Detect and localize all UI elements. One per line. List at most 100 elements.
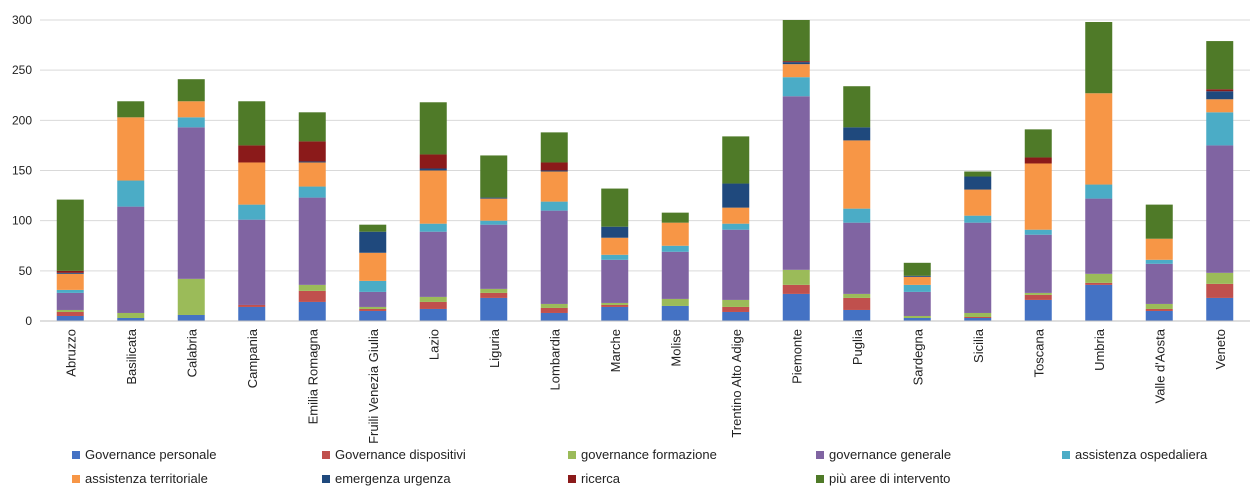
bar-segment xyxy=(419,102,447,155)
grid-lines xyxy=(40,19,1250,322)
bar-segment xyxy=(238,304,266,307)
bar-segment xyxy=(177,79,205,102)
bar-segment xyxy=(964,312,992,317)
bar-segment xyxy=(298,186,326,198)
y-tick-label: 100 xyxy=(12,214,32,228)
bar-segment xyxy=(1024,292,1052,295)
bar-segment xyxy=(298,112,326,142)
bar-segment xyxy=(782,284,810,294)
bar-segment xyxy=(56,272,84,274)
y-tick-label: 250 xyxy=(12,63,32,77)
bar-segment xyxy=(903,291,931,316)
bar-segment xyxy=(1085,184,1113,199)
bar-segment xyxy=(419,308,447,321)
x-tick-label: Sicilia xyxy=(971,328,986,363)
bars xyxy=(56,20,1234,321)
x-tick-label: Liguria xyxy=(487,328,502,368)
bar-segment xyxy=(298,197,326,285)
bar-segment xyxy=(601,259,629,303)
bar-segment xyxy=(540,132,568,163)
bar-segment xyxy=(238,162,266,205)
bar-segment xyxy=(177,101,205,118)
bar-segment xyxy=(359,310,387,321)
bar-segment xyxy=(661,251,689,299)
y-tick-label: 300 xyxy=(12,13,32,27)
bar-segment xyxy=(722,306,750,312)
bar-segment xyxy=(480,198,508,221)
x-tick-label: Lombardia xyxy=(547,328,562,390)
bar-segment xyxy=(359,308,387,311)
bar-segment xyxy=(298,161,326,163)
x-tick-label: Marche xyxy=(608,329,623,372)
x-tick-label: Abruzzo xyxy=(63,329,78,377)
bar-segment xyxy=(419,223,447,232)
bar-segment xyxy=(359,224,387,232)
bar-segment xyxy=(117,317,145,321)
bar-segment xyxy=(964,171,992,177)
y-tick-label: 50 xyxy=(19,264,33,278)
bar-segment xyxy=(782,269,810,285)
bar-segment xyxy=(903,275,931,277)
bar-segment xyxy=(56,199,84,271)
bar-segment xyxy=(843,127,871,141)
bar-segment xyxy=(964,317,992,321)
bar-segment xyxy=(359,306,387,309)
bar-segment xyxy=(601,302,629,305)
bar-segment xyxy=(782,64,810,78)
bar-segment xyxy=(1206,89,1234,92)
bar-segment xyxy=(177,314,205,321)
y-axis-ticks: 0 50 100 150 200 250 300 xyxy=(12,13,32,328)
bar-segment xyxy=(1206,145,1234,273)
bar-segment xyxy=(1024,234,1052,293)
bar-segment xyxy=(782,293,810,321)
bar-segment xyxy=(903,276,931,285)
bar-segment xyxy=(480,155,508,198)
bar-segment xyxy=(722,311,750,321)
x-tick-label: Piemonte xyxy=(789,329,804,384)
bar-segment xyxy=(540,210,568,304)
bar-segment xyxy=(419,231,447,297)
bar-segment xyxy=(540,170,568,172)
bar-segment xyxy=(661,222,689,246)
bar-segment xyxy=(782,96,810,270)
x-tick-label: Veneto xyxy=(1213,329,1228,370)
x-axis-labels: Abruzzo Basilicata Calabria Campania Emilia … xyxy=(63,328,1228,444)
bar-segment xyxy=(117,206,145,313)
bar-segment xyxy=(419,296,447,302)
bar-segment xyxy=(661,305,689,321)
bar-segment xyxy=(843,86,871,128)
bar-segment xyxy=(1206,91,1234,100)
bar-segment xyxy=(1085,273,1113,283)
bar-segment xyxy=(56,315,84,321)
bar-segment xyxy=(480,292,508,298)
bar-segment xyxy=(964,189,992,216)
x-tick-label: Fruili Venezia Giulia xyxy=(366,328,381,444)
bar-segment xyxy=(903,284,931,292)
bar-segment xyxy=(359,252,387,281)
bar-segment xyxy=(56,311,84,316)
bar-segment xyxy=(843,208,871,223)
bar-segment xyxy=(238,306,266,321)
bar-segment xyxy=(601,254,629,260)
x-tick-label: Campania xyxy=(245,328,260,388)
bar-segment xyxy=(117,312,145,318)
bar-segment xyxy=(661,212,689,223)
bar-segment xyxy=(1145,204,1173,239)
x-tick-label: Puglia xyxy=(850,328,865,365)
bar-segment xyxy=(601,306,629,321)
y-tick-label: 0 xyxy=(25,314,32,328)
bar-segment xyxy=(177,117,205,128)
bar-segment xyxy=(1024,229,1052,235)
bar-segment xyxy=(238,219,266,305)
bar-segment xyxy=(56,289,84,293)
bar-segment xyxy=(480,297,508,321)
bar-segment xyxy=(964,222,992,313)
bar-segment xyxy=(117,180,145,207)
bar-segment xyxy=(298,162,326,187)
bar-segment xyxy=(1206,99,1234,113)
bar-segment xyxy=(419,170,447,224)
bar-segment xyxy=(480,220,508,225)
bar-segment xyxy=(782,62,810,65)
bar-segment xyxy=(1206,41,1234,90)
bar-segment xyxy=(540,312,568,321)
